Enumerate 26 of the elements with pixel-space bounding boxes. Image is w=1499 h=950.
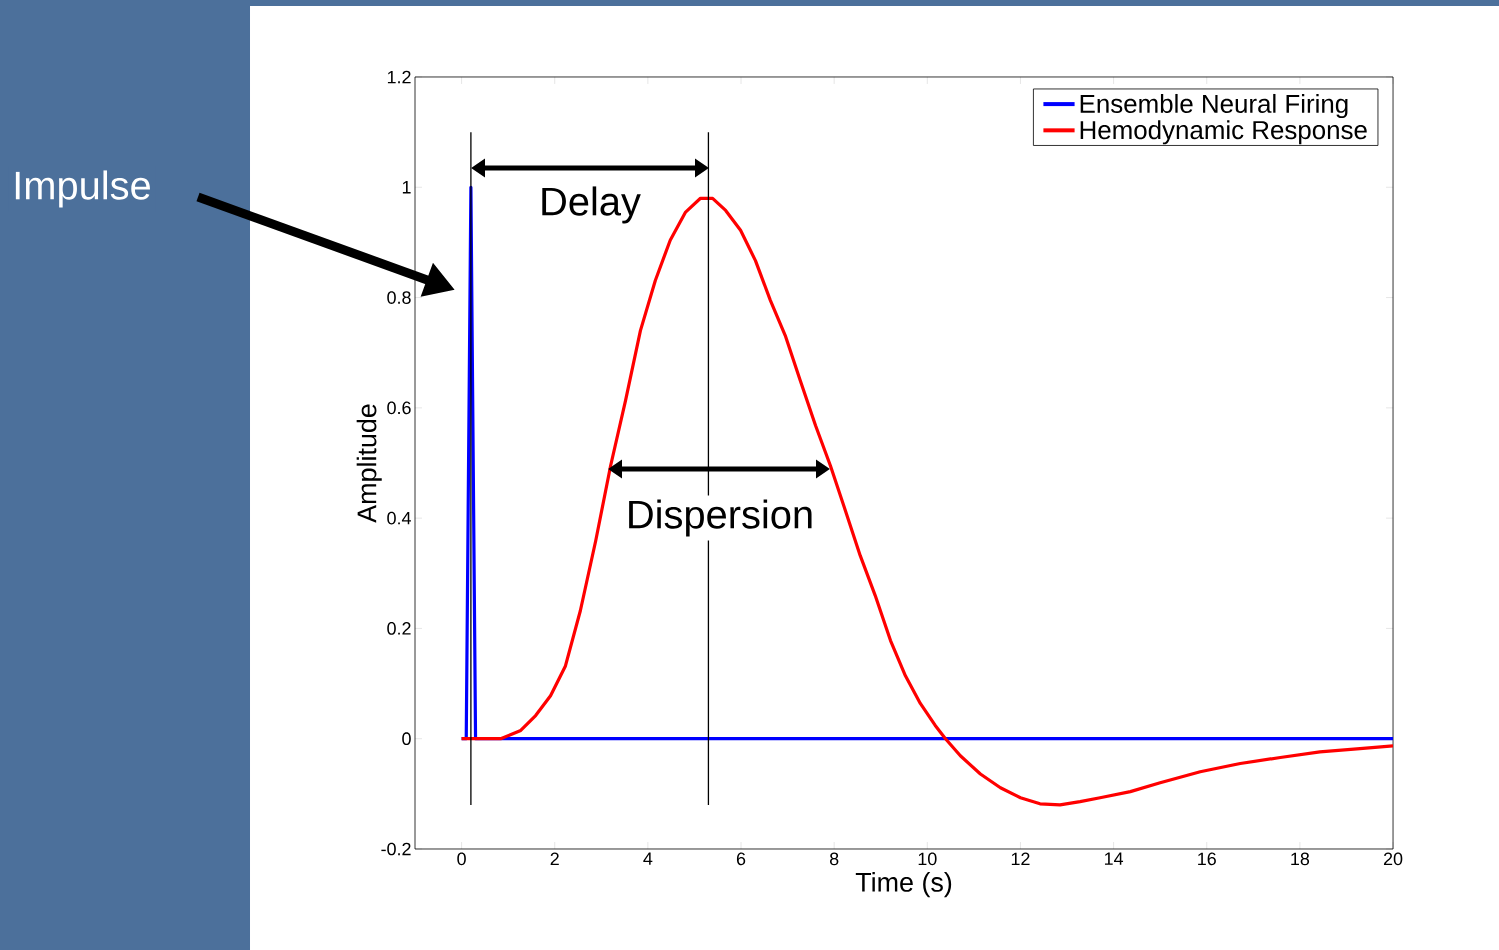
x-tick-label: 20 [1383,852,1403,866]
x-tick-label: 4 [643,852,653,865]
x-tick-label: 0 [457,852,466,866]
y-tick-label: 0.2 [387,622,411,635]
x-tick-label: 2 [550,852,559,866]
x-tick-label: 8 [829,852,839,866]
x-tick-label: 16 [1198,852,1216,866]
y-tick-label: 1.2 [387,70,411,84]
x-tick-label: 14 [1104,852,1124,865]
text: Impulse [15,170,150,208]
y-tick-label: 0.4 [387,511,411,525]
legend-label: Hemodynamic Response [1080,120,1367,145]
x-tick-label: 18 [1291,852,1310,866]
y-tick-label: -0.2 [381,842,411,856]
annotation: Dispersion [629,499,812,537]
annotation: Delay [542,186,641,224]
x-axis-title: Time (s) [855,872,952,898]
y-tick-label: 1 [402,181,411,194]
x-tick-label: 6 [736,852,746,866]
x-tick-label: 12 [1011,852,1030,866]
legend-label: Ensemble Neural Firing [1080,93,1348,119]
y-tick-label: 0 [402,732,411,746]
y-axis-title: Amplitude [356,404,382,523]
y-tick-label: 0.6 [387,401,411,415]
y-tick-label: 0.8 [387,291,411,304]
x-tick-label: 10 [918,852,937,866]
